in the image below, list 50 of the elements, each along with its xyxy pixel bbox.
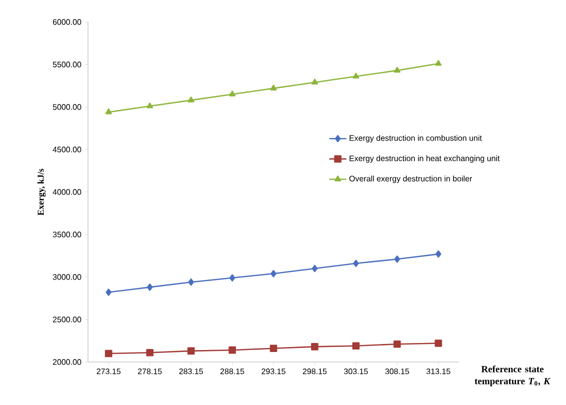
x-tick-label: 288.15	[220, 368, 244, 374]
point	[188, 96, 194, 102]
point	[270, 270, 276, 278]
y-axis-title: Exergy, kJ/s	[37, 168, 46, 216]
point	[146, 284, 153, 291]
point	[270, 84, 277, 90]
point	[228, 346, 236, 354]
point	[311, 78, 318, 84]
y-tick-label: 3000.00	[52, 274, 82, 280]
point	[311, 343, 318, 350]
x-tick-label: 273.15	[96, 368, 121, 374]
legend-label: Exergy destruction in combustion unit	[350, 134, 482, 142]
y-tick-label: 2000.00	[52, 359, 82, 365]
point	[229, 90, 236, 96]
point	[353, 260, 359, 268]
point	[352, 342, 360, 350]
point	[106, 288, 112, 296]
x-tick-label: 298.15	[302, 368, 327, 374]
legend-label: Overall exergy destruction in boiler	[349, 176, 472, 184]
y-tick-label: 6000.00	[52, 19, 82, 25]
point	[105, 108, 112, 114]
point	[312, 264, 318, 272]
point	[188, 278, 194, 286]
point	[229, 274, 236, 282]
x-tick-label: 313.15	[426, 368, 450, 374]
y-tick-label: 4000.00	[52, 189, 82, 195]
point	[352, 72, 360, 79]
x-tick-label: 303.15	[344, 368, 368, 374]
legend-label: Exergy destruction in heat exchanging unit	[350, 155, 500, 163]
x-tick-label: 278.15	[138, 368, 162, 374]
point	[434, 340, 442, 347]
point	[435, 250, 442, 258]
point	[270, 344, 278, 352]
y-tick-label: 2500.00	[52, 316, 82, 322]
y-tick-label: 4500.00	[52, 146, 82, 152]
point	[146, 348, 154, 356]
x-tick-label: 293.15	[262, 368, 286, 374]
point	[394, 255, 400, 263]
point	[394, 66, 400, 73]
point	[435, 60, 442, 66]
point	[187, 347, 195, 355]
y-tick-label: 3500.00	[52, 232, 82, 238]
point	[104, 350, 112, 358]
x-tick-label: 283.15	[179, 368, 203, 374]
x-axis-title: Reference state temperature T$_{0}$, K	[474, 366, 551, 386]
y-tick-label: 5000.00	[52, 104, 82, 110]
y-tick-label: 5500.00	[52, 62, 82, 68]
x-tick-label: 308.15	[385, 368, 410, 374]
point	[394, 340, 401, 348]
point	[146, 102, 154, 108]
